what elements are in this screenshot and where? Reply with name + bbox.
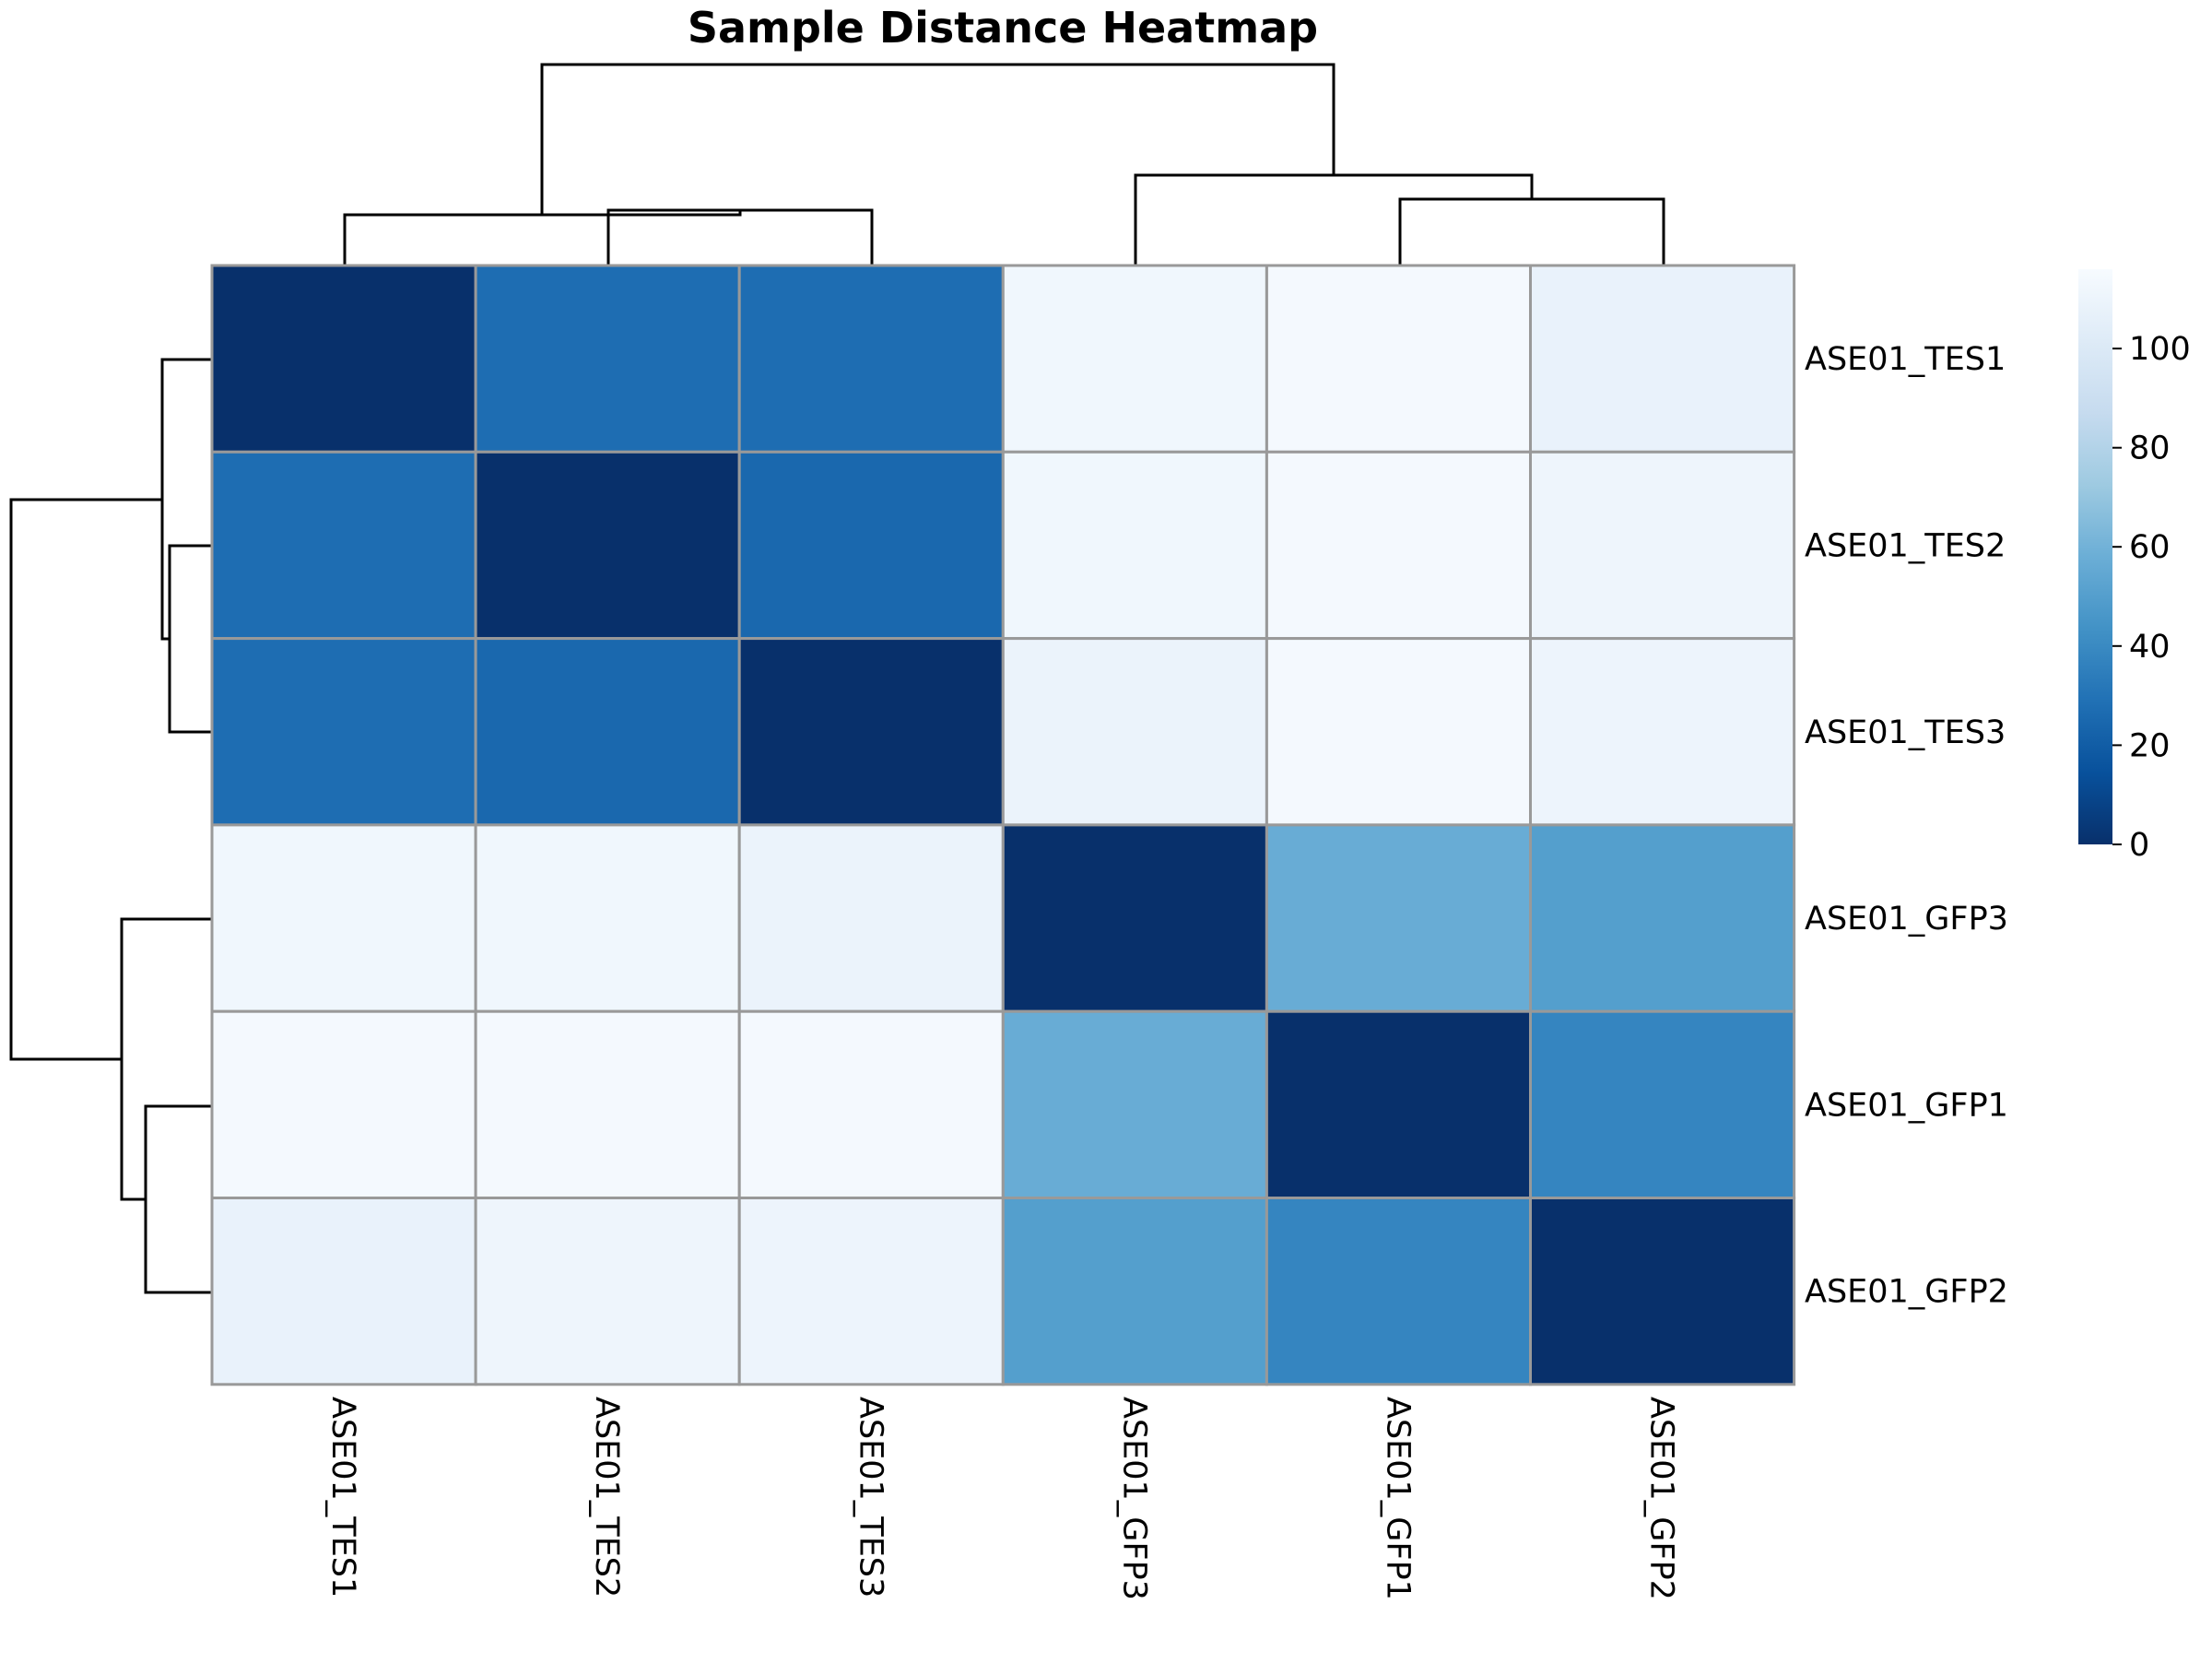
heatmap-cell bbox=[737, 823, 1005, 1013]
col-dendro-link bbox=[606, 208, 874, 265]
column-label: ASE01_TES3 bbox=[852, 1397, 888, 1598]
heatmap-cell bbox=[737, 637, 1005, 827]
heatmap-cell bbox=[210, 1009, 477, 1199]
row-dendro-link bbox=[144, 1104, 212, 1294]
col-dendro-link bbox=[1134, 173, 1534, 265]
heatmap-cell bbox=[474, 1197, 741, 1386]
heatmap-cell bbox=[210, 450, 477, 641]
heatmap-cell bbox=[1265, 1197, 1533, 1386]
colorbar-tick-label: 60 bbox=[2129, 529, 2171, 566]
heatmap-cell bbox=[1001, 264, 1268, 454]
row-labels: ASE01_TES1 ASE01_TES2 ASE01_TES3 ASE01_GFP3… bbox=[1805, 341, 2008, 1311]
colorbar bbox=[2078, 269, 2112, 844]
heatmap-cell bbox=[1265, 450, 1533, 641]
heatmap-cell bbox=[737, 1009, 1005, 1199]
heatmap-cell bbox=[1529, 450, 1796, 641]
colorbar-ticks: 0 20 40 60 80 100 bbox=[2112, 331, 2191, 864]
heatmap-cell bbox=[474, 1009, 741, 1199]
column-label: ASE01_GFP1 bbox=[1380, 1397, 1417, 1600]
col-dendro-link bbox=[343, 210, 742, 265]
row-dendro-link bbox=[9, 498, 162, 1061]
heatmap-cell bbox=[1529, 1009, 1796, 1199]
heatmap-cell bbox=[1001, 823, 1268, 1013]
heatmap-cell bbox=[1529, 1197, 1796, 1386]
heatmap-cell bbox=[474, 637, 741, 827]
heatmap-cell bbox=[1001, 637, 1268, 827]
heatmap-cell bbox=[737, 1197, 1005, 1386]
row-dendrogram bbox=[9, 358, 212, 1294]
heatmap-cell bbox=[1265, 1009, 1533, 1199]
column-label: ASE01_TES1 bbox=[324, 1397, 361, 1598]
row-label: ASE01_TES1 bbox=[1805, 341, 2006, 378]
heatmap-cell bbox=[1001, 1197, 1268, 1386]
heatmap-cell bbox=[1529, 264, 1796, 454]
colorbar-gradient bbox=[2078, 269, 2112, 844]
heatmap-cell bbox=[210, 823, 477, 1013]
row-dendro-link bbox=[168, 544, 212, 734]
heatmap-cell bbox=[1001, 1009, 1268, 1199]
row-label: ASE01_TES2 bbox=[1805, 528, 2006, 565]
row-dendro-link bbox=[120, 917, 212, 1201]
colorbar-tick-label: 40 bbox=[2129, 629, 2171, 666]
heatmap-cells bbox=[210, 264, 1796, 1386]
colorbar-tick-label: 0 bbox=[2129, 827, 2149, 864]
heatmap-cell bbox=[1265, 823, 1533, 1013]
heatmap-cell bbox=[1529, 823, 1796, 1013]
column-label: ASE01_TES2 bbox=[588, 1397, 625, 1598]
heatmap-cell bbox=[474, 450, 741, 641]
row-label: ASE01_GFP2 bbox=[1805, 1274, 2008, 1311]
heatmap-cell bbox=[210, 1197, 477, 1386]
column-label: ASE01_GFP3 bbox=[1115, 1397, 1152, 1600]
col-dendro-link bbox=[540, 63, 1335, 215]
row-label: ASE01_GFP3 bbox=[1805, 901, 2008, 938]
heatmap-cell bbox=[737, 450, 1005, 641]
column-labels: ASE01_TES1 ASE01_TES2 ASE01_TES3 ASE01_GFP3… bbox=[324, 1397, 1679, 1600]
heatmap-cell bbox=[1265, 637, 1533, 827]
chart-title: Sample Distance Heatmap bbox=[688, 3, 1318, 53]
heatmap-cell bbox=[737, 264, 1005, 454]
heatmap-cell bbox=[474, 264, 741, 454]
colorbar-tick-label: 20 bbox=[2129, 727, 2171, 764]
heatmap-cell bbox=[1001, 450, 1268, 641]
heatmap-cell bbox=[1529, 637, 1796, 827]
heatmap-cell bbox=[474, 823, 741, 1013]
colorbar-tick-label: 80 bbox=[2129, 430, 2171, 467]
colorbar-tick-label: 100 bbox=[2129, 331, 2191, 368]
heatmap-cell bbox=[1265, 264, 1533, 454]
column-dendrogram bbox=[343, 63, 1665, 265]
heatmap-cell bbox=[210, 637, 477, 827]
column-label: ASE01_GFP2 bbox=[1643, 1397, 1680, 1600]
row-label: ASE01_GFP1 bbox=[1805, 1087, 2008, 1124]
col-dendro-link bbox=[1398, 197, 1665, 265]
row-label: ASE01_TES3 bbox=[1805, 714, 2006, 751]
heatmap-cell bbox=[210, 264, 477, 454]
